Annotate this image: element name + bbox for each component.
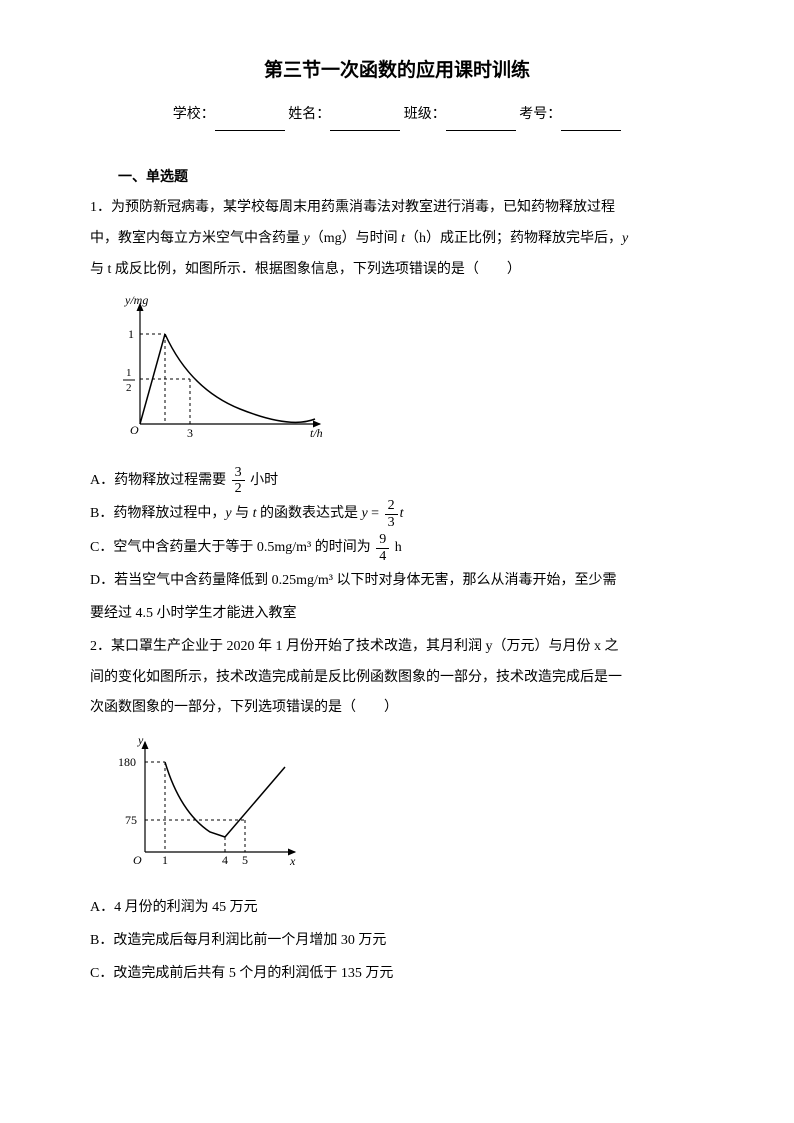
q1-chart: O y/mg t/h 1 3 1 2	[110, 294, 704, 457]
name-blank[interactable]	[330, 114, 400, 131]
q2-optA: A．4 月份的利润为 45 万元	[90, 893, 704, 924]
q2-optB: B．改造完成后每月利润比前一个月增加 30 万元	[90, 926, 704, 957]
q2-line1: 2．某口罩生产企业于 2020 年 1 月份开始了技术改造，其月利润 y（万元）…	[90, 632, 704, 663]
optC-b: h	[395, 541, 402, 556]
optA-a: A．药物释放过程需要	[90, 473, 226, 488]
ytick-half-den: 2	[126, 382, 132, 394]
q1-optD-l1: D．若当空气中含药量降低到 0.25mg/m³ 以下时对身体无害，那么从消毒开始…	[90, 566, 704, 597]
q1-optC: C．空气中含药量大于等于 0.5mg/m³ 的时间为 94 h	[90, 532, 704, 564]
school-blank[interactable]	[215, 114, 285, 131]
class-blank[interactable]	[446, 114, 516, 131]
q2-x4: 4	[222, 853, 228, 867]
q2-x5: 5	[242, 853, 248, 867]
q1-optA: A．药物释放过程需要 32 小时	[90, 465, 704, 497]
q1-line3: 与 t 成反比例，如图所示．根据图象信息，下列选项错误的是（ ）	[90, 255, 704, 286]
q2-chart: O y x 180 75 1 4 5	[110, 732, 704, 885]
origin-label: O	[130, 423, 139, 437]
q2-y180: 180	[118, 755, 136, 769]
q1-line1: 1．为预防新冠病毒，某学校每周末用药熏消毒法对教室进行消毒，已知药物释放过程	[90, 193, 704, 224]
q2-xlabel: x	[289, 854, 296, 868]
optB-a: B．药物释放过程中，	[90, 507, 225, 522]
name-label: 姓名：	[288, 107, 330, 122]
var-y2: y	[622, 231, 628, 246]
optA-b: 小时	[250, 473, 278, 488]
school-label: 学校：	[173, 107, 215, 122]
q2-y75: 75	[125, 813, 137, 827]
frac-9-4: 94	[376, 532, 389, 564]
x-axis-label: t/h	[310, 426, 323, 440]
q1-line2: 中，教室内每立方米空气中含药量 y（mg）与时间 t（h）成正比例；药物释放完毕…	[90, 224, 704, 255]
q2-x1: 1	[162, 853, 168, 867]
q2-ylabel: y	[137, 733, 144, 747]
q2-line3: 次函数图象的一部分，下列选项错误的是（ ）	[90, 693, 704, 724]
id-blank[interactable]	[561, 114, 621, 131]
id-label: 考号：	[519, 107, 561, 122]
optB-c: 的函数表达式是	[256, 507, 361, 522]
q2-line2: 间的变化如图所示，技术改造完成前是反比例函数图象的一部分，技术改造完成后是一	[90, 663, 704, 694]
q2-origin: O	[133, 853, 142, 867]
ytick-1: 1	[128, 327, 134, 341]
class-label: 班级：	[404, 107, 446, 122]
optC-a: C．空气中含药量大于等于 0.5mg/m³ 的时间为	[90, 541, 371, 556]
optB-b: 与	[232, 507, 253, 522]
section-heading: 一、单选题	[90, 161, 704, 192]
y-axis-label: y/mg	[124, 294, 148, 307]
xtick-3: 3	[187, 426, 193, 440]
q1-optD-l2: 要经过 4.5 小时学生才能进入教室	[90, 599, 704, 630]
q1-l2c: （h）成正比例；药物释放完毕后，	[405, 231, 622, 246]
q2-optC: C．改造完成前后共有 5 个月的利润低于 135 万元	[90, 959, 704, 990]
frac-3-2: 32	[232, 465, 245, 497]
q1-l2a: 中，教室内每立方米空气中含药量	[90, 231, 304, 246]
q1-l2b: （mg）与时间	[310, 231, 401, 246]
form-line: 学校： 姓名： 班级： 考号：	[90, 100, 704, 131]
q1-optB: B．药物释放过程中，y 与 t 的函数表达式是 y = 23t	[90, 498, 704, 530]
ytick-half-num: 1	[126, 367, 132, 379]
frac-2-3: 23	[385, 498, 398, 530]
page-title: 第三节一次函数的应用课时训练	[90, 50, 704, 92]
